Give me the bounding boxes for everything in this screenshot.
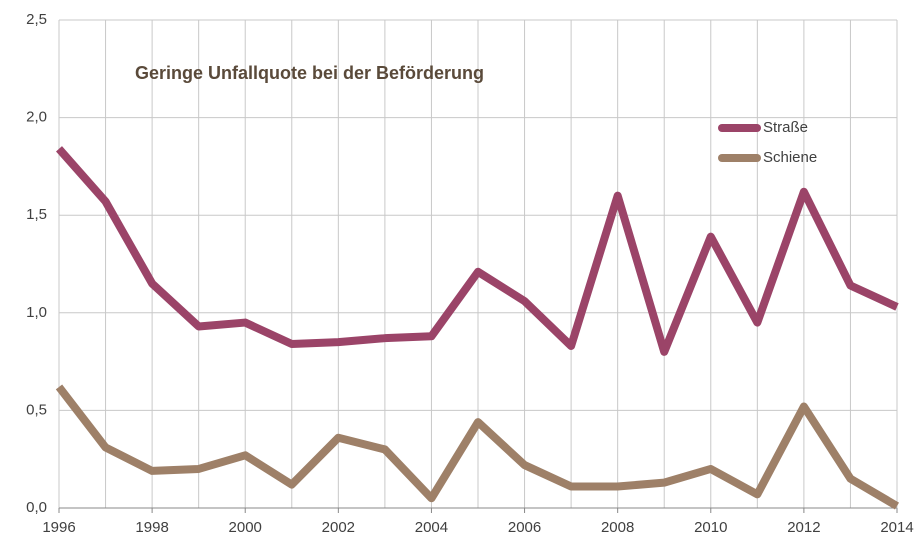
x-tick-label: 2002 [322,519,355,536]
x-tick-label: 2006 [508,519,541,536]
x-tick-label: 2010 [694,519,727,536]
y-tick-label: 0,5 [26,401,47,418]
y-tick-label: 2,0 [26,109,47,126]
x-tick-label: 1998 [135,519,168,536]
y-tick-label: 1,5 [26,206,47,223]
x-tick-label: 2004 [415,519,448,536]
legend-label: Straße [763,119,808,136]
x-tick-label: 2000 [229,519,262,536]
x-tick-label: 2008 [601,519,634,536]
line-series [55,384,900,510]
y-tick-label: 2,5 [26,11,47,28]
x-tick-label: 2014 [880,519,913,536]
y-tick-label: 1,0 [26,304,47,321]
line-series [56,146,899,356]
legend-label: Schiene [763,149,817,166]
x-tick-label: 1996 [42,519,75,536]
chart-title: Geringe Unfallquote bei der Beförderung [135,63,484,83]
x-tick-label: 2012 [787,519,820,536]
y-tick-label: 0,0 [26,499,47,516]
